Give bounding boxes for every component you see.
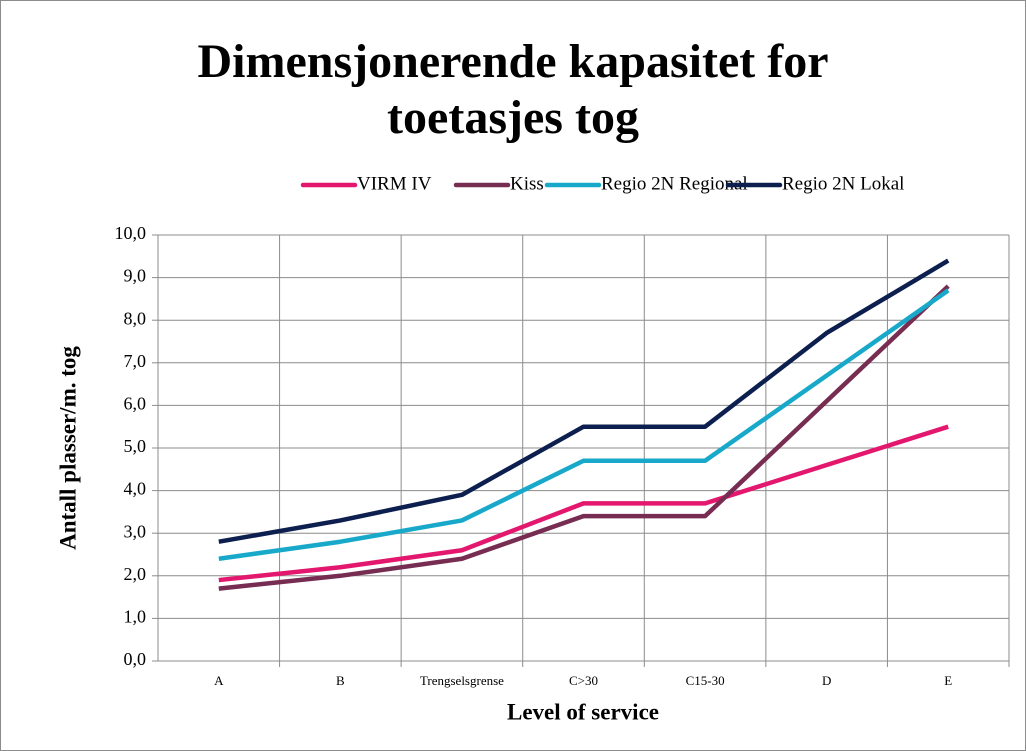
x-tick-label: A (214, 673, 224, 688)
series-line (218, 258, 950, 544)
legend-label: Regio 2N Regional (601, 173, 748, 194)
y-tick-label: 3,0 (124, 521, 147, 541)
y-tick-label: 1,0 (124, 607, 147, 627)
legend-label: VIRM IV (357, 173, 432, 194)
y-tick-label: 8,0 (124, 308, 147, 328)
x-tick-label: C15-30 (686, 673, 725, 688)
y-tick-label: 4,0 (124, 479, 147, 499)
x-tick-label: B (336, 673, 345, 688)
series-line (218, 284, 950, 591)
x-tick-label: E (944, 673, 952, 688)
y-tick-label: 5,0 (124, 436, 147, 456)
x-tick-label: C>30 (569, 673, 598, 688)
y-tick-label: 0,0 (124, 649, 147, 669)
x-tick-label: Trengselsgrense (420, 673, 504, 688)
x-axis-label: Level of service (507, 699, 659, 724)
chart-title: Dimensjonerende kapasitet for toetasjes … (197, 35, 829, 144)
y-tick-label: 2,0 (124, 564, 147, 584)
series-line (218, 288, 950, 561)
legend-label: Regio 2N Lokal (782, 173, 904, 194)
x-tick-label: D (822, 673, 831, 688)
y-tick-label: 6,0 (124, 394, 147, 414)
y-tick-label: 7,0 (124, 351, 147, 371)
y-tick-label: 10,0 (115, 223, 147, 243)
series-line (218, 424, 949, 583)
legend-label: Kiss (510, 173, 544, 194)
y-axis-label: Antall plasser/m. tog (55, 346, 80, 550)
y-tick-label: 9,0 (124, 266, 147, 286)
